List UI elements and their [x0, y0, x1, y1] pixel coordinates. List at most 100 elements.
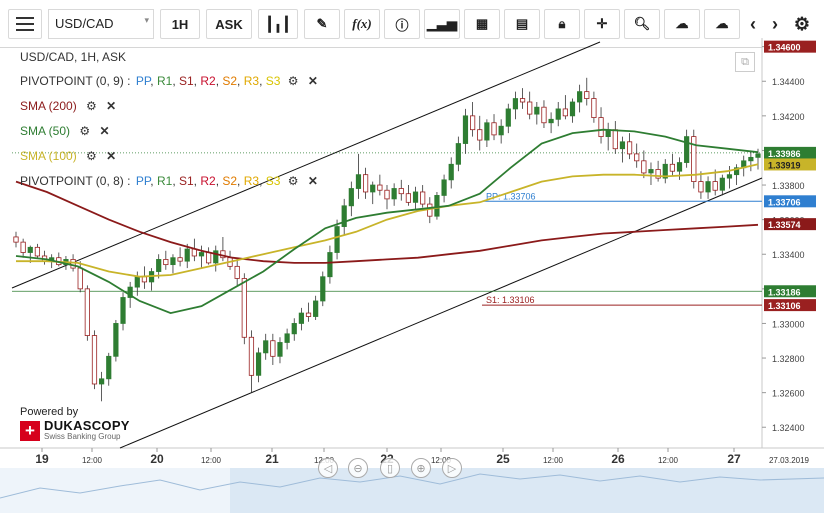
zoom-button[interactable]: 🔍︎ — [624, 9, 660, 39]
price-label-box — [764, 158, 816, 171]
hamburger-icon — [16, 17, 34, 31]
close-icon[interactable]: ✕ — [307, 74, 318, 88]
gear-icon: ⚙ — [793, 13, 811, 34]
crosshair-button[interactable]: ✛ — [584, 9, 620, 39]
candle-body — [655, 169, 661, 179]
info-button[interactable]: ⓘ — [384, 9, 420, 39]
x-tick-label: 12:00 — [543, 456, 564, 465]
close-icon[interactable]: ✕ — [99, 124, 110, 138]
zoom-out-button[interactable]: ⊖ — [348, 458, 368, 478]
candle-body — [198, 252, 205, 257]
fit-button[interactable]: ▯ — [380, 458, 400, 478]
pivot-1-pp: PP — [135, 74, 151, 88]
scroll-back-button[interactable]: ◁ — [318, 458, 338, 478]
chart-type-button[interactable]: ┃╻┃ — [258, 9, 298, 39]
zoom-in-button[interactable]: ⊕ — [411, 458, 431, 478]
download-button[interactable]: ☁ — [704, 9, 740, 39]
crosshair-icon: ✛ — [596, 16, 608, 31]
candle-body — [156, 259, 162, 272]
scroll-left-button[interactable]: ‹ — [742, 9, 764, 39]
pivot-1-s1: S1 — [178, 74, 194, 88]
pivot-1-r2: R2 — [200, 74, 216, 88]
candle-body — [470, 115, 476, 131]
y-tick-label: 1.33400 — [772, 250, 805, 260]
legend-pivot-1: PIVOTPOINT (0, 9) : PP, R1, S1, R2, S2, … — [20, 74, 318, 88]
candle-body — [719, 177, 725, 191]
candle-body — [705, 181, 711, 193]
gear-icon[interactable]: ⚙ — [79, 124, 91, 138]
zoom-icon: 🔍︎ — [633, 16, 651, 31]
candle-body — [562, 108, 568, 117]
candle-body — [248, 336, 255, 376]
pivot-2-pp: PP — [135, 174, 151, 188]
candle-body — [384, 189, 390, 200]
price-side-button[interactable]: ASK — [206, 9, 252, 39]
candle-body — [99, 378, 105, 385]
menu-button[interactable] — [8, 9, 42, 39]
candle-body — [541, 106, 547, 124]
close-icon[interactable]: ✕ — [106, 99, 117, 113]
cloud-download-icon: ☁ — [715, 16, 729, 31]
lock-button[interactable]: 🔒︎ — [544, 9, 580, 39]
candle-body — [712, 181, 718, 191]
legend-sma-100: SMA (100) ⚙ ✕ — [20, 149, 116, 163]
pivot-1-s2: S2 — [222, 74, 238, 88]
gear-icon[interactable]: ⚙ — [86, 149, 97, 163]
x-tick-label: 20 — [150, 452, 164, 466]
chart-area[interactable]: 1.346001.344001.342001.340001.338001.336… — [0, 38, 824, 513]
candle-body — [370, 184, 376, 193]
candle-body — [213, 250, 219, 264]
candle-body — [455, 143, 461, 165]
calendar-button[interactable]: ▦ — [464, 9, 500, 39]
candle-body — [77, 267, 83, 290]
draw-tool-button[interactable]: ✎ — [304, 9, 340, 39]
scroll-forward-button[interactable]: ▷ — [442, 458, 462, 478]
candle-body — [170, 257, 176, 266]
price-label: 1.33106 — [768, 301, 801, 311]
function-icon: f(x) — [352, 16, 372, 31]
candle-body — [698, 181, 704, 193]
triangle-left-icon: ◁ — [323, 462, 333, 475]
candle-body — [362, 174, 369, 193]
candle-body — [206, 252, 212, 264]
navigator-window — [230, 468, 824, 513]
candle-body — [569, 101, 576, 117]
upload-button[interactable]: ☁ — [664, 9, 700, 39]
gear-icon[interactable]: ⚙ — [287, 174, 299, 188]
chevron-down-icon: ▾ — [144, 15, 149, 25]
volume-button[interactable]: ▁▃▅ — [424, 9, 460, 39]
price-label-box — [764, 299, 816, 312]
price-chart[interactable]: 1.346001.344001.342001.340001.338001.336… — [0, 38, 824, 513]
pivot-1-s3: S3 — [265, 74, 281, 88]
powered-by-text: Powered by — [20, 406, 79, 418]
y-tick-label: 1.34200 — [772, 112, 805, 122]
gear-icon[interactable]: ⚙ — [86, 99, 97, 113]
pivot-line-label: PP: 1.33706 — [486, 191, 536, 201]
sma-200-label: SMA (200) — [20, 99, 77, 113]
news-button[interactable]: ▤ — [504, 9, 540, 39]
x-tick-label: 27.03.2019 — [769, 456, 810, 465]
candle-body — [91, 335, 98, 385]
close-icon[interactable]: ✕ — [106, 149, 117, 163]
price-axis — [762, 38, 824, 448]
x-tick-label: 12:00 — [82, 456, 103, 465]
y-tick-label: 1.34400 — [772, 77, 805, 87]
scroll-right-button[interactable]: › — [764, 9, 786, 39]
close-icon[interactable]: ✕ — [307, 174, 318, 188]
gear-icon[interactable]: ⚙ — [287, 74, 299, 88]
sma-200-line — [15, 180, 759, 264]
candle-body — [584, 91, 590, 99]
symbol-select[interactable]: USD/CAD ▾ — [48, 9, 154, 39]
timeframe-button[interactable]: 1H — [160, 9, 200, 39]
candle-body — [277, 342, 283, 357]
candle-body — [669, 163, 675, 172]
indicators-button[interactable]: f(x) — [344, 9, 380, 39]
candle-body — [284, 333, 290, 343]
expand-chart-button[interactable]: ⧉ — [735, 52, 755, 72]
candle-body — [598, 117, 604, 138]
candle-body — [84, 288, 90, 336]
x-tick-label: 25 — [496, 452, 510, 466]
candle-body — [348, 188, 354, 207]
candle-body — [691, 136, 697, 182]
settings-button[interactable]: ⚙ — [788, 9, 816, 39]
